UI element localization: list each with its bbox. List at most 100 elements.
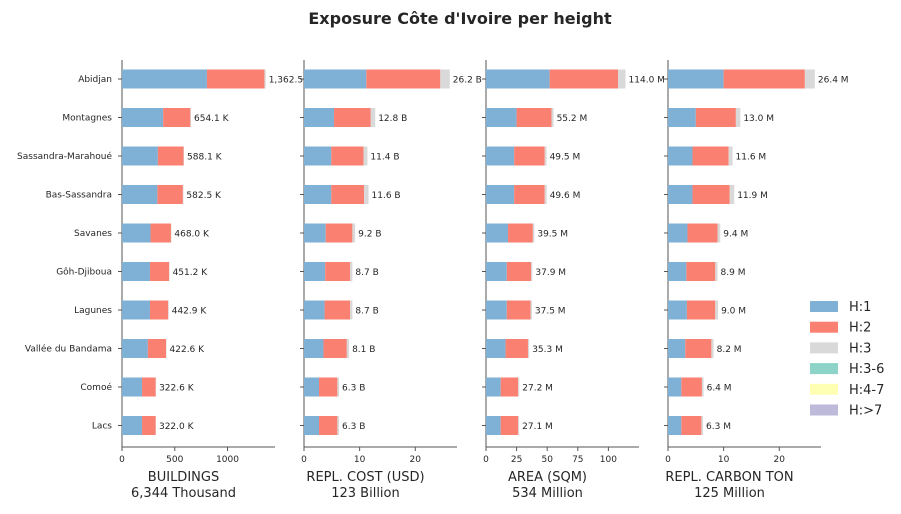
data-label: 37.9 M: [535, 268, 566, 278]
data-label: 322.0 K: [159, 422, 195, 432]
bar-segment: [668, 224, 687, 243]
y-tick-label: Gôh-Djiboua: [56, 267, 112, 278]
bar-segment: [668, 416, 681, 435]
data-label: 322.6 K: [159, 384, 195, 394]
x-tick-label: 0: [301, 455, 307, 465]
bar-segment: [686, 262, 715, 281]
bar-segment: [618, 70, 625, 89]
bar-segment: [304, 378, 319, 397]
bar-segment: [545, 147, 547, 166]
bar-segment: [325, 301, 351, 320]
bar-segment: [711, 339, 713, 358]
bar-segment: [551, 108, 553, 127]
bar-segment: [550, 70, 619, 89]
y-tick-label: Lacs: [92, 422, 112, 432]
bar-segment: [685, 339, 711, 358]
data-label: 26.4 M: [818, 76, 849, 86]
bar-segment: [148, 339, 166, 358]
bar-segment: [304, 70, 366, 89]
bar-segment: [486, 262, 507, 281]
data-label: 6.4 M: [707, 384, 732, 394]
bar-segment: [122, 301, 150, 320]
bar-segment: [190, 108, 191, 127]
bar-segment: [533, 224, 534, 243]
bar-segment: [668, 70, 724, 89]
bar-segment: [507, 301, 531, 320]
bar-segment: [531, 301, 532, 320]
x-axis-sublabel: 534 Million: [512, 486, 583, 501]
x-tick-label: 100: [600, 455, 617, 465]
data-label: 8.9 M: [721, 268, 746, 278]
bar-segment: [715, 301, 718, 320]
bar-segment: [668, 262, 686, 281]
x-tick-label: 75: [572, 455, 583, 465]
data-label: 442.9 K: [172, 307, 208, 317]
bar-segment: [729, 147, 733, 166]
legend-label: H:3: [849, 341, 871, 356]
bar-segment: [122, 70, 207, 89]
bar-segment: [122, 416, 142, 435]
bar-segment: [687, 301, 715, 320]
bar-segment: [486, 70, 550, 89]
data-label: 9.2 B: [358, 230, 381, 240]
x-tick-label: 0: [483, 455, 489, 465]
data-label: 8.1 B: [352, 345, 375, 355]
bar-segment: [692, 147, 728, 166]
bar-segment: [371, 108, 375, 127]
data-label: 49.5 M: [550, 153, 581, 163]
bar-segment: [168, 301, 169, 320]
data-label: 26.2 B: [453, 76, 482, 86]
data-label: 6.3 B: [342, 422, 365, 432]
bar-segment: [501, 378, 519, 397]
bar-segment: [347, 339, 349, 358]
chart-title: Exposure Côte d'Ivoire per height: [308, 9, 612, 28]
bar-segment: [366, 70, 440, 89]
x-tick-label: 25: [511, 455, 522, 465]
bar-segment: [142, 416, 156, 435]
bar-segment: [687, 224, 717, 243]
bar-segment: [122, 262, 150, 281]
x-axis-sublabel: 125 Million: [694, 486, 765, 501]
bar-segment: [514, 147, 545, 166]
data-label: 11.6 B: [372, 191, 401, 201]
bar-segment: [514, 185, 545, 204]
data-label: 468.0 K: [174, 230, 210, 240]
x-axis-label: AREA (SQM): [508, 470, 587, 485]
bar-segment: [331, 147, 363, 166]
x-tick-label: 20: [774, 455, 786, 465]
bar-segment: [501, 416, 519, 435]
data-label: 39.5 M: [537, 230, 568, 240]
x-tick-label: 50: [541, 455, 553, 465]
legend-label: H:3-6: [849, 362, 884, 377]
x-tick-label: 0: [665, 455, 671, 465]
legend-swatch: [810, 405, 838, 416]
bar-segment: [692, 185, 729, 204]
bar-segment: [122, 224, 150, 243]
bar-segment: [518, 378, 519, 397]
x-axis-sublabel: 6,344 Thousand: [131, 486, 236, 501]
bar-segment: [486, 301, 507, 320]
legend-label: H:1: [849, 300, 871, 315]
data-label: 35.3 M: [532, 345, 563, 355]
bar-segment: [304, 185, 331, 204]
bar-segment: [736, 108, 740, 127]
bar-segment: [531, 262, 532, 281]
y-tick-label: Abidjan: [78, 75, 112, 85]
bar-segment: [304, 301, 325, 320]
data-label: 12.8 B: [378, 114, 407, 124]
bar-segment: [122, 378, 142, 397]
bar-segment: [331, 185, 364, 204]
legend-swatch: [810, 342, 838, 353]
y-tick-label: Comoé: [80, 382, 112, 393]
bar-segment: [350, 301, 352, 320]
bar-segment: [681, 416, 701, 435]
bar-segment: [150, 262, 169, 281]
bar-segment: [158, 147, 184, 166]
legend-swatch: [810, 301, 838, 312]
data-label: 582.5 K: [186, 191, 222, 201]
bar-segment: [150, 301, 168, 320]
bar-segment: [163, 108, 190, 127]
bar-segment: [334, 108, 371, 127]
x-tick-label: 10: [354, 455, 366, 465]
